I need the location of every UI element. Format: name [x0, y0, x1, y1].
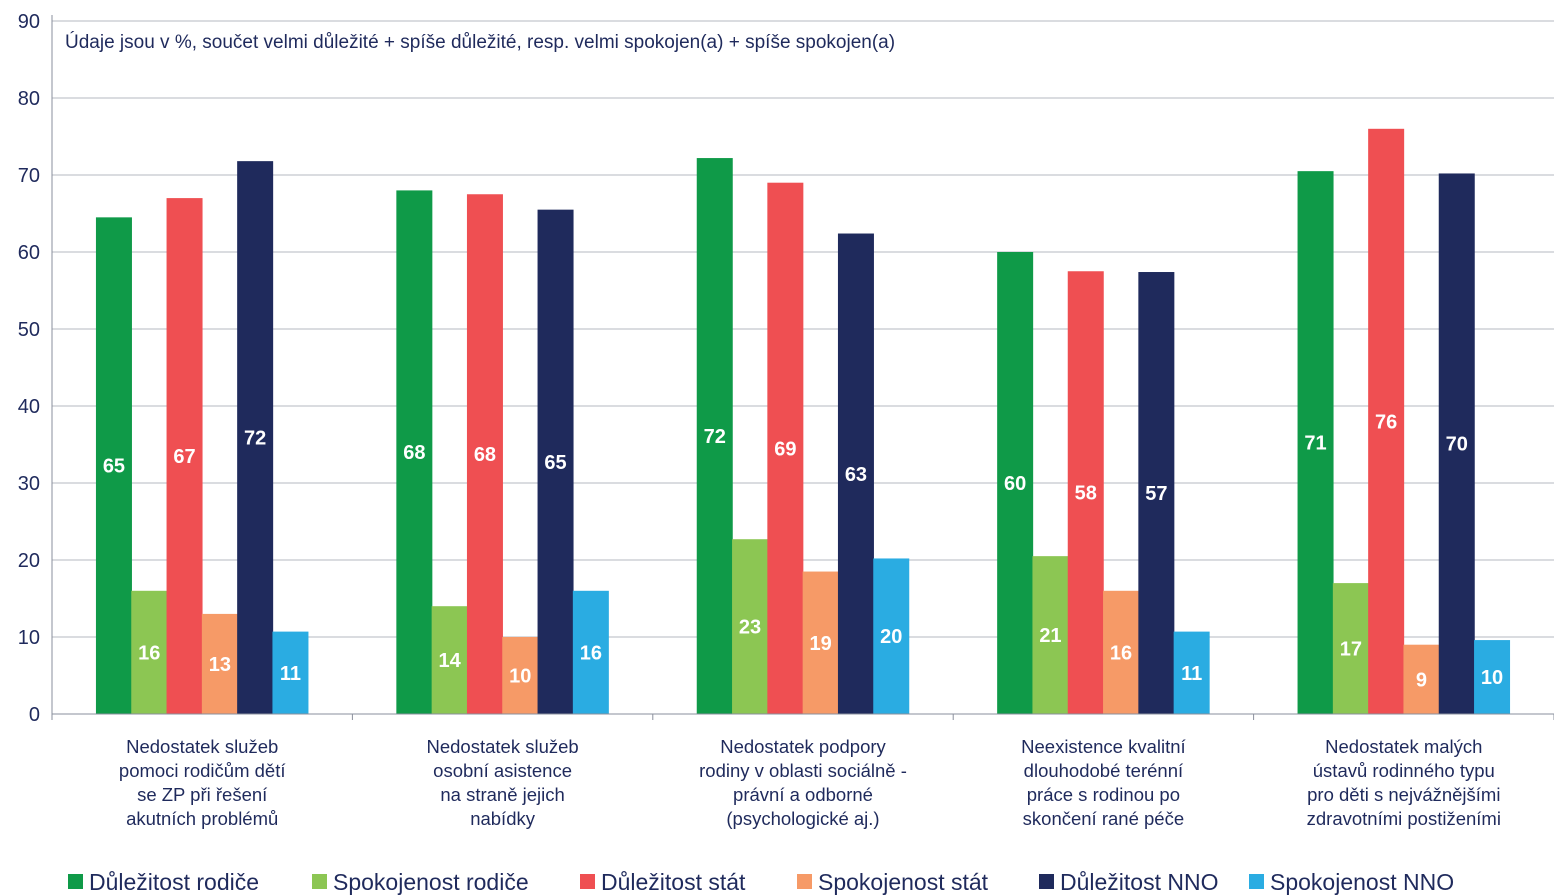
bar	[873, 558, 910, 714]
y-tick-label: 90	[18, 11, 40, 33]
bar-value-label: 57	[1145, 483, 1167, 505]
bar	[237, 161, 274, 714]
legend-swatch	[312, 874, 327, 889]
bar	[1103, 590, 1140, 714]
bar	[1474, 640, 1511, 714]
bar-value-label: 20	[880, 626, 902, 648]
bar-value-label: 58	[1075, 483, 1097, 505]
bar-value-label: 71	[1304, 433, 1326, 455]
legend: Důležitost rodiče Spokojenost rodiče Důlež…	[68, 869, 1454, 895]
bar	[1173, 631, 1210, 714]
category-label: Nedostatek služeb pomoci rodičům dětí se Z…	[119, 736, 286, 829]
legend-swatch	[1039, 874, 1054, 889]
legend-label: Důležitost NNO	[1060, 869, 1218, 895]
legend-label: Důležitost rodiče	[89, 869, 259, 895]
bar	[95, 217, 132, 714]
y-tick-label: 70	[18, 165, 40, 187]
bar-value-label: 65	[544, 452, 566, 474]
y-tick-label: 10	[18, 627, 40, 649]
bar-value-label: 16	[138, 642, 160, 664]
category-label: Nedostatek služeb osobní asistence na stra…	[426, 736, 578, 829]
x-axis: Nedostatek služeb pomoci rodičům dětí se Z…	[51, 713, 1554, 829]
bar	[1368, 128, 1405, 715]
bar-value-label: 69	[774, 438, 796, 460]
legend-label: Spokojenost stát	[818, 869, 989, 895]
bar-value-label: 16	[1110, 642, 1132, 664]
bar	[572, 590, 609, 714]
bar-value-label: 16	[580, 642, 602, 664]
bar	[837, 233, 874, 714]
category-label: Neexistence kvalitní dlouhodobé terénní pr…	[1021, 736, 1186, 829]
legend-swatch	[580, 874, 595, 889]
bar	[1297, 171, 1334, 714]
bar-value-label: 70	[1446, 434, 1468, 456]
bar-value-label: 11	[280, 663, 301, 685]
legend-item: Důležitost rodiče	[68, 869, 259, 895]
bar-value-label: 10	[509, 666, 531, 688]
bar	[1032, 556, 1069, 714]
legend-item: Důležitost NNO	[1039, 869, 1218, 895]
bar-value-label: 67	[173, 446, 195, 468]
y-tick-label: 80	[18, 88, 40, 110]
category-label: Nedostatek malých ústavů rodinného typu pr…	[1307, 736, 1501, 829]
bar-value-label: 72	[244, 428, 266, 450]
bar	[1438, 173, 1475, 714]
y-tick-label: 20	[18, 550, 40, 572]
legend-swatch	[1249, 874, 1264, 889]
bar-value-label: 19	[810, 633, 832, 655]
y-tick-label: 0	[29, 704, 40, 726]
bars: 65 16 67 13 72 11 68 14 68 10 65 16 72 23 69 19 63 20 60 21…	[95, 128, 1511, 715]
y-tick-label: 30	[18, 473, 40, 495]
legend-label: Spokojenost rodiče	[333, 869, 529, 895]
bar-value-label: 13	[209, 654, 231, 676]
bar	[802, 571, 839, 714]
bar-value-label: 72	[704, 426, 726, 448]
bar	[997, 252, 1034, 714]
bar-value-label: 17	[1340, 639, 1362, 661]
legend-label: Spokojenost NNO	[1270, 869, 1454, 895]
bar	[272, 631, 309, 714]
bar-value-label: 65	[103, 456, 125, 478]
category-label: Nedostatek podpory rodiny v oblasti sociá…	[699, 736, 907, 829]
bar	[1332, 583, 1369, 714]
bar	[1403, 644, 1440, 714]
bar-value-label: 14	[439, 650, 462, 672]
y-tick-label: 60	[18, 242, 40, 264]
legend-swatch	[797, 874, 812, 889]
bar-value-label: 68	[403, 442, 425, 464]
bar	[1138, 272, 1175, 714]
bar-value-label: 11	[1181, 663, 1202, 685]
legend-swatch	[68, 874, 83, 889]
bar-value-label: 60	[1004, 473, 1026, 495]
bar-value-label: 23	[739, 617, 761, 639]
bar	[431, 606, 468, 714]
legend-item: Spokojenost stát	[797, 869, 989, 895]
bar	[1067, 271, 1104, 714]
bar	[466, 194, 503, 714]
y-tick-label: 40	[18, 396, 40, 418]
y-tick-label: 50	[18, 319, 40, 341]
bar	[201, 613, 238, 714]
bar	[166, 198, 203, 715]
y-axis: 0 10 20 30 40 50 60 70 80 90	[18, 11, 53, 726]
bar-value-label: 68	[474, 444, 496, 466]
bar-value-label: 76	[1375, 411, 1397, 433]
bar-value-label: 63	[845, 464, 867, 486]
bar	[767, 182, 804, 714]
legend-item: Spokojenost rodiče	[312, 869, 529, 895]
bar-value-label: 10	[1481, 667, 1503, 689]
bar	[696, 158, 733, 714]
legend-item: Spokojenost NNO	[1249, 869, 1454, 895]
bar-value-label: 21	[1039, 625, 1061, 647]
bar	[537, 209, 574, 714]
bar-value-label: 9	[1416, 669, 1427, 691]
legend-label: Důležitost stát	[601, 869, 746, 895]
bar	[732, 539, 769, 714]
bar	[502, 637, 539, 714]
legend-item: Důležitost stát	[580, 869, 746, 895]
chart-note: Údaje jsou v %, součet velmi důležité + …	[65, 31, 895, 53]
bar	[396, 190, 433, 714]
bar	[131, 590, 168, 714]
